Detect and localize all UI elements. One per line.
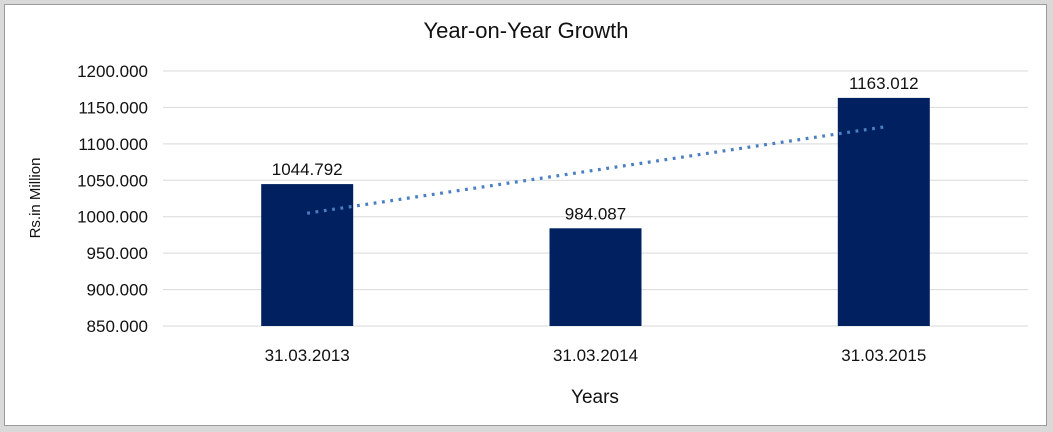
bar-31.03.2014: [549, 228, 642, 326]
y-tick-label: 1150.000: [78, 98, 148, 117]
x-axis-title: Years: [571, 387, 619, 408]
y-tick-label: 1100.000: [78, 135, 148, 154]
y-tick-label: 900.000: [87, 281, 148, 300]
value-label: 1044.792: [272, 160, 343, 179]
data-labels: 1044.792 984.087 1163.012: [272, 74, 919, 223]
trendline-group: [306, 125, 885, 215]
y-tick-label: 1200.000: [77, 62, 148, 81]
y-tick-label: 1000.000: [77, 208, 148, 227]
y-axis-title: Rs.in Million: [27, 158, 44, 239]
x-tick-label: 31.03.2015: [841, 346, 926, 365]
value-label: 1163.012: [849, 74, 919, 93]
x-tick-label: 31.03.2014: [553, 346, 638, 365]
trendline: [306, 125, 885, 215]
y-tick-label: 850.000: [87, 317, 148, 336]
value-label: 984.087: [565, 204, 626, 223]
bar-31.03.2015: [837, 97, 930, 327]
x-axis-tick-labels: 31.03.2013 31.03.2014 31.03.2015: [265, 346, 927, 365]
x-tick-label: 31.03.2013: [265, 346, 350, 365]
y-tick-label: 950.000: [87, 244, 148, 263]
chart-title: Year-on-Year Growth: [423, 18, 628, 43]
bar-series: [261, 97, 930, 327]
y-axis-tick-labels: 850.000 900.000 950.000 1000.000 1050.000 110…: [77, 62, 148, 336]
y-tick-label: 1050.000: [77, 171, 148, 190]
bar-31.03.2013: [261, 184, 354, 326]
